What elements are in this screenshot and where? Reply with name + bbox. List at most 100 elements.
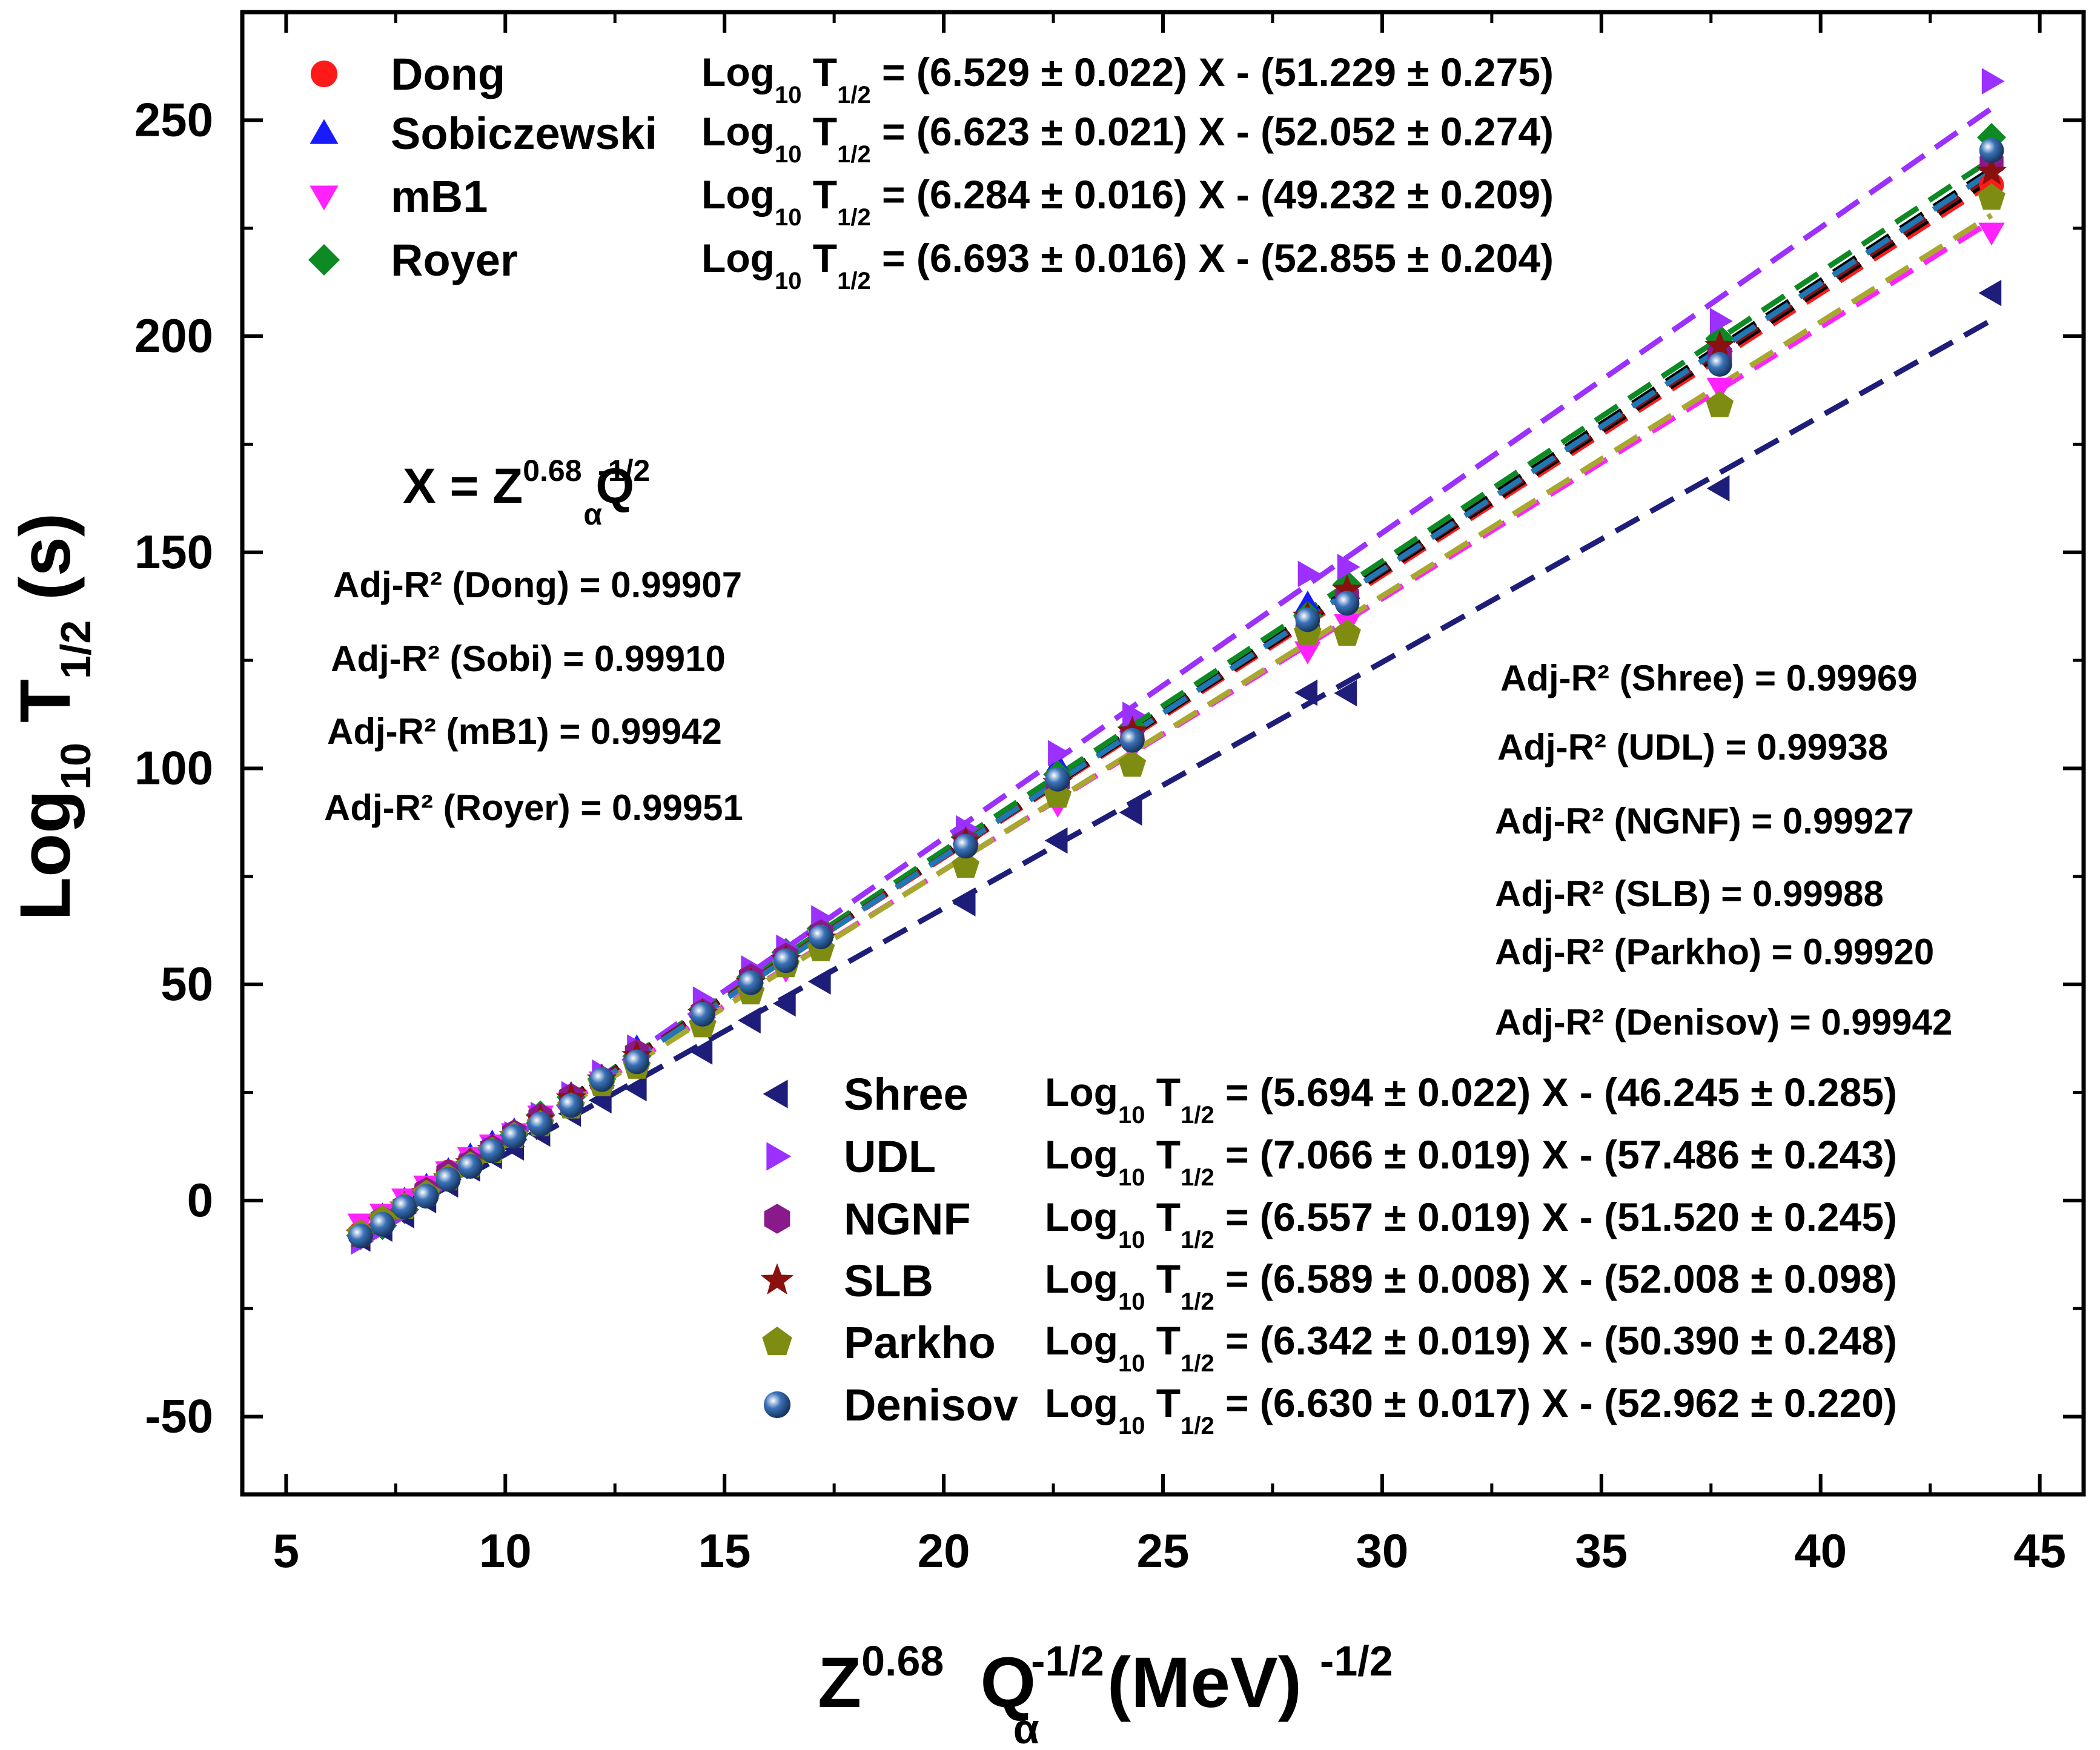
adj-r2-udl: Adj-R² (UDL) = 0.99938 bbox=[1497, 727, 1888, 767]
legend-marker-denisov bbox=[763, 1391, 791, 1419]
point-parkho bbox=[952, 851, 980, 878]
fit-equation-ngnf: Log10 T1/2 = (6.557 ± 0.019) X - (51.520… bbox=[1045, 1195, 1897, 1253]
point-shree bbox=[1706, 475, 1730, 502]
x-tick-label: 35 bbox=[1575, 1524, 1628, 1577]
legend-label-mb1: mB1 bbox=[391, 171, 488, 222]
point-mb1 bbox=[1978, 222, 2005, 246]
x-axis-label: Z0.68 Q-1/2 α(MeV) -1/2 bbox=[818, 1637, 1393, 1750]
adj-r2-parkho: Adj-R² (Parkho) = 0.99920 bbox=[1495, 932, 1934, 972]
legend-label-shree: Shree bbox=[844, 1069, 969, 1119]
legend-marker-parkho bbox=[762, 1327, 792, 1355]
legend-marker-slb bbox=[760, 1263, 794, 1295]
fit-equation-mb1: Log10 T1/2 = (6.284 ± 0.016) X - (49.232… bbox=[701, 172, 1554, 231]
x-tick-label: 30 bbox=[1356, 1524, 1409, 1577]
x-tick-label: 5 bbox=[273, 1524, 299, 1577]
point-denisov bbox=[1334, 591, 1360, 616]
fit-equation-parkho: Log10 T1/2 = (6.342 ± 0.019) X - (50.390… bbox=[1045, 1318, 1897, 1377]
fit-equation-slb: Log10 T1/2 = (6.589 ± 0.008) X - (52.008… bbox=[1045, 1256, 1897, 1315]
point-denisov bbox=[953, 834, 978, 859]
x-tick-label: 45 bbox=[2013, 1524, 2066, 1577]
point-denisov bbox=[528, 1112, 553, 1137]
x-tick-label: 25 bbox=[1137, 1524, 1190, 1577]
legend-marker-dong bbox=[310, 60, 338, 88]
point-denisov bbox=[1707, 352, 1732, 377]
y-tick-label: -50 bbox=[145, 1390, 213, 1443]
point-denisov bbox=[809, 924, 833, 950]
point-mb1 bbox=[1294, 641, 1321, 665]
legend-label-ngnf: NGNF bbox=[844, 1194, 971, 1244]
legend-marker-sobiczewski bbox=[310, 119, 339, 144]
adj-r2-shree: Adj-R² (Shree) = 0.99969 bbox=[1500, 658, 1918, 698]
legend-label-royer: Royer bbox=[391, 235, 518, 285]
point-denisov bbox=[1045, 766, 1070, 792]
point-shree bbox=[772, 990, 796, 1017]
point-denisov bbox=[370, 1211, 396, 1237]
point-shree bbox=[1978, 279, 2002, 307]
fit-equation-sobiczewski: Log10 T1/2 = (6.623 ± 0.021) X - (52.052… bbox=[701, 109, 1554, 168]
legend-label-udl: UDL bbox=[844, 1132, 936, 1182]
data-markers bbox=[345, 68, 2007, 1255]
fit-equation-shree: Log10 T1/2 = (5.694 ± 0.022) X - (46.245… bbox=[1045, 1070, 1897, 1129]
fit-equation-dong: Log10 T1/2 = (6.529 ± 0.022) X - (51.229… bbox=[701, 50, 1554, 108]
y-tick-label: 250 bbox=[134, 93, 213, 146]
fit-equation-udl: Log10 T1/2 = (7.066 ± 0.019) X - (57.486… bbox=[1045, 1132, 1897, 1191]
point-udl bbox=[1048, 740, 1071, 767]
point-denisov bbox=[589, 1067, 614, 1092]
legend-label-denisov: Denisov bbox=[844, 1380, 1018, 1430]
point-denisov bbox=[558, 1093, 584, 1118]
fit-line-shree bbox=[359, 317, 1993, 1238]
legend-marker-ngnf bbox=[764, 1204, 790, 1234]
x-tick-label: 40 bbox=[1794, 1524, 1847, 1577]
point-shree bbox=[1119, 799, 1142, 826]
y-tick-label: 50 bbox=[161, 957, 213, 1010]
x-tick-label: 15 bbox=[698, 1524, 751, 1577]
point-udl bbox=[1122, 701, 1145, 728]
point-shree bbox=[738, 1007, 761, 1034]
point-slb bbox=[1331, 574, 1363, 603]
adj-r2-slb: Adj-R² (SLB) = 0.99988 bbox=[1495, 873, 1884, 914]
legend-marker-mb1 bbox=[310, 185, 339, 211]
point-denisov bbox=[392, 1195, 417, 1219]
point-mb1 bbox=[1706, 377, 1734, 401]
legend-marker-royer bbox=[308, 244, 340, 276]
legend-label-parkho: Parkho bbox=[844, 1317, 996, 1368]
point-parkho bbox=[1118, 750, 1147, 777]
point-denisov bbox=[480, 1138, 505, 1164]
point-udl bbox=[1981, 68, 2005, 94]
axes: 5 10 15 20 25 30 35 40 45 -50 0 50 100 150 200 250 bbox=[134, 10, 2084, 1577]
point-shree bbox=[1294, 679, 1318, 706]
point-denisov bbox=[414, 1184, 439, 1209]
x-tick-label: 20 bbox=[918, 1524, 970, 1577]
point-udl bbox=[1710, 308, 1733, 334]
legend: Dong Log10 T1/2 = (6.529 ± 0.022) X - (51… bbox=[308, 49, 1897, 1439]
point-denisov bbox=[773, 948, 798, 973]
point-denisov bbox=[738, 970, 764, 995]
y-tick-label: 100 bbox=[134, 741, 213, 794]
point-shree bbox=[952, 890, 976, 916]
point-slb bbox=[1704, 330, 1735, 359]
point-denisov bbox=[1979, 138, 2004, 163]
y-tick-label: 0 bbox=[187, 1173, 213, 1227]
point-denisov bbox=[1119, 728, 1145, 753]
adj-r2-denisov: Adj-R² (Denisov) = 0.99942 bbox=[1495, 1002, 1952, 1042]
legend-label-dong: Dong bbox=[391, 49, 505, 99]
point-shree bbox=[807, 968, 831, 995]
point-parkho bbox=[1333, 619, 1361, 646]
adj-r2-ngnf: Adj-R² (NGNF) = 0.99927 bbox=[1495, 801, 1914, 841]
point-parkho bbox=[1706, 391, 1734, 417]
adj-r2-mb1: Adj-R² (mB1) = 0.99942 bbox=[327, 711, 722, 752]
fit-equation-denisov: Log10 T1/2 = (6.630 ± 0.017) X - (52.962… bbox=[1045, 1380, 1897, 1439]
point-denisov bbox=[348, 1223, 373, 1248]
point-shree bbox=[1334, 680, 1357, 707]
point-udl bbox=[1297, 560, 1321, 588]
legend-label-slb: SLB bbox=[844, 1256, 933, 1306]
adj-r2-sobi: Adj-R² (Sobi) = 0.99910 bbox=[331, 638, 726, 679]
point-shree bbox=[689, 1038, 713, 1065]
point-denisov bbox=[690, 1002, 715, 1027]
adj-r2-dong: Adj-R² (Dong) = 0.99907 bbox=[333, 565, 742, 605]
y-axis-label: Log10 T1/2 (s) bbox=[5, 513, 99, 921]
x-tick-label: 10 bbox=[479, 1524, 532, 1577]
point-denisov bbox=[1295, 607, 1320, 632]
